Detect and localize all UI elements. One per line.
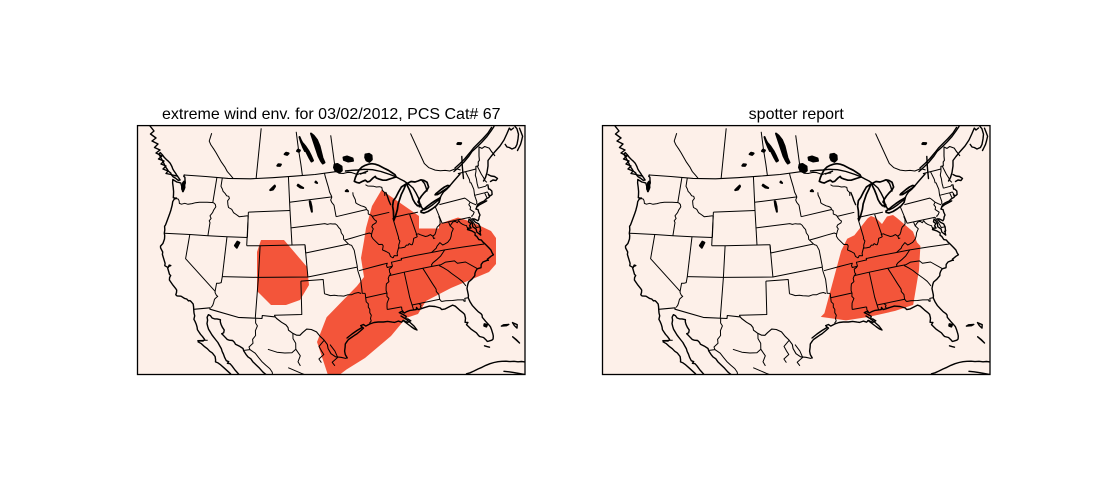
svg-text:extreme wind env. for 03/02/20: extreme wind env. for 03/02/2012, PCS Ca…	[162, 106, 501, 123]
svg-text:spotter report: spotter report	[749, 106, 845, 123]
